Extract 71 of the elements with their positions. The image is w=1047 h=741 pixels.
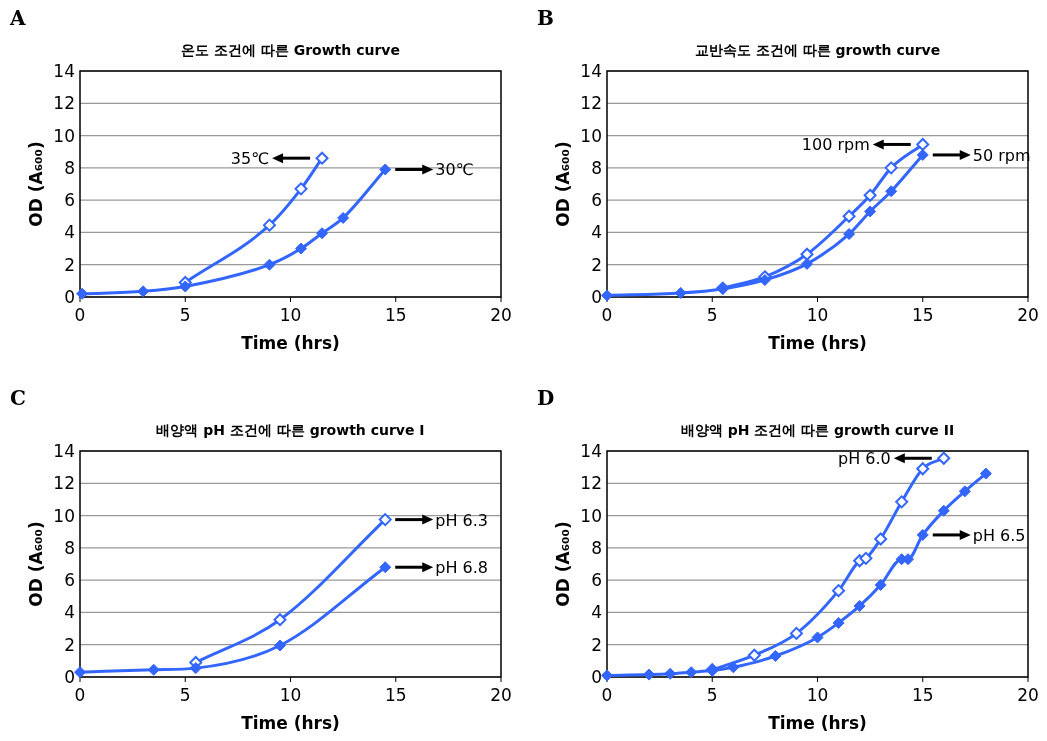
series-label: pH 6.5 [972,525,1026,545]
x-tick-label: 10 [806,305,829,325]
chart-title: 온도 조건에 따른 Growth curve [181,42,400,58]
text: pH 6.3 [435,510,488,530]
y-axis-title: OD (A₆₀₀) [26,141,46,227]
x-tick-label: 15 [911,685,934,705]
y-tick-label: 6 [591,570,602,591]
x-tick-label: 20 [490,305,512,325]
y-axis-title: OD (A₆₀₀) [26,521,46,607]
y-tick-label: 0 [591,667,602,687]
y-tick-label: 8 [64,537,75,558]
x-tick-label: 10 [279,305,302,325]
y-tick-label: 4 [64,602,75,623]
x-axis-title: Time (hrs) [768,713,867,733]
y-tick-label: 12 [53,473,75,494]
x-tick-label: 15 [384,305,407,325]
chart-title: 배양액 pH 조건에 따른 growth curve I [156,422,425,438]
y-tick-label: 8 [591,157,602,178]
text: 35℃ [230,149,270,169]
y-tick-label: 6 [64,190,75,211]
y-tick-label: 12 [53,93,75,114]
y-tick-label: 6 [591,190,602,211]
chart-title: 배양액 pH 조건에 따른 growth curve II [680,422,955,438]
y-axis-title: OD (A₆₀₀) [553,521,573,607]
y-tick-label: 4 [64,222,75,243]
y-tick-label: 12 [580,473,602,494]
x-tick-label: 5 [179,305,191,325]
text: D [537,386,555,410]
text: pH 6.8 [435,558,488,578]
y-tick-label: 14 [580,441,602,461]
y-tick-label: 10 [580,505,602,526]
x-tick-label: 15 [384,685,407,705]
y-tick-label: 12 [580,93,602,114]
x-axis-title: Time (hrs) [241,713,340,733]
x-tick-label: 5 [179,685,191,705]
x-tick-label: 20 [1017,685,1039,705]
series-label: 100 rpm [801,135,870,155]
x-tick-label: 15 [911,305,934,325]
x-tick-label: 20 [1017,305,1039,325]
y-tick-label: 14 [580,61,602,81]
chart-title: 교반속도 조건에 따른 growth curve [694,42,941,58]
x-tick-label: 5 [706,305,718,325]
y-tick-label: 8 [64,157,75,178]
x-tick-label: 10 [806,685,829,705]
text: B [537,6,554,30]
y-tick-label: 2 [591,254,602,275]
y-tick-label: 0 [591,287,602,307]
y-tick-label: 2 [64,634,75,655]
y-tick-label: 4 [591,602,602,623]
x-tick-label: 10 [279,685,302,705]
y-tick-label: 14 [53,61,75,81]
x-axis-title: Time (hrs) [768,333,867,353]
x-tick-label: 20 [490,685,512,705]
y-tick-label: 14 [53,441,75,461]
y-tick-label: 10 [53,125,75,146]
y-tick-label: 2 [64,254,75,275]
y-tick-label: 4 [591,222,602,243]
text: A [9,6,26,30]
y-axis-title: OD (A₆₀₀) [553,141,573,227]
text: 30℃ [435,160,474,180]
y-tick-label: 0 [64,287,75,307]
y-tick-label: 10 [580,125,602,146]
y-tick-label: 2 [591,634,602,655]
y-tick-label: 0 [64,667,75,687]
y-tick-label: 8 [591,537,602,558]
series-label: pH 6.0 [838,449,891,469]
y-tick-label: 6 [64,570,75,591]
y-tick-label: 10 [53,505,75,526]
text: C [10,386,26,410]
x-tick-label: 5 [706,685,718,705]
x-axis-title: Time (hrs) [241,333,340,353]
